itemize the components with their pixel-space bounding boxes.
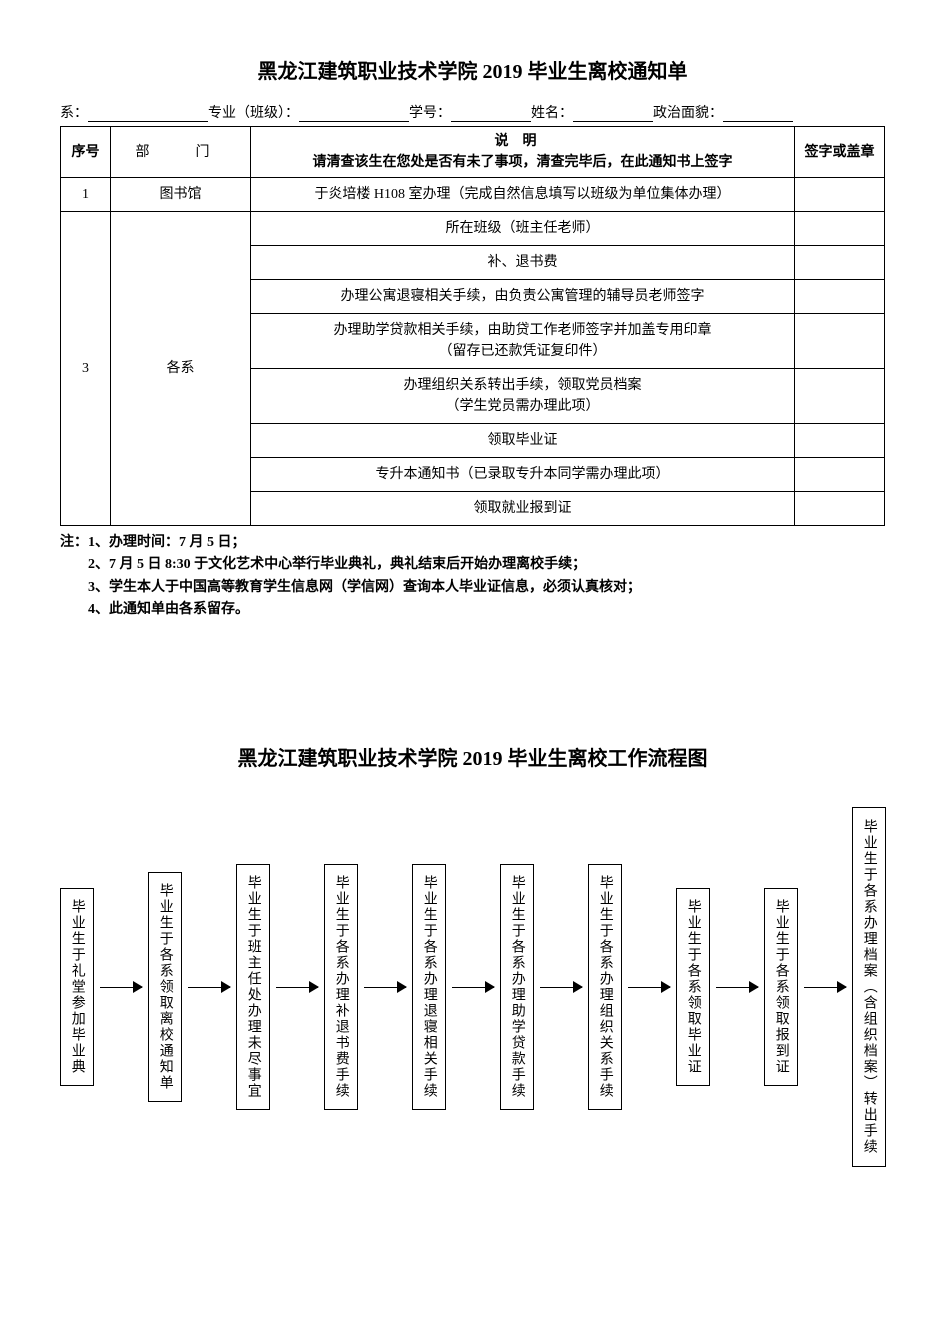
notes-prefix: 注： bbox=[60, 532, 88, 554]
note-line: 2、7 月 5 日 8:30 于文化艺术中心举行毕业典礼，典礼结束后开始办理离校… bbox=[88, 554, 586, 576]
note-line: 4、此通知单由各系留存。 bbox=[88, 599, 249, 621]
th-desc-line1: 说明 bbox=[259, 131, 786, 152]
flow-node: 毕业生于各系办理档案︵含组织档案︶转出手续 bbox=[852, 807, 886, 1167]
th-sign: 签字或盖章 bbox=[795, 127, 885, 178]
arrow-icon bbox=[540, 981, 582, 993]
form-line: 系： 专业（班级）： 学号： 姓名： 政治面貌： bbox=[60, 102, 885, 122]
arrow-icon bbox=[716, 981, 758, 993]
arrow-icon bbox=[804, 981, 846, 993]
note-line: 3、学生本人于中国高等教育学生信息网（学信网）查询本人毕业证信息，必须认真核对； bbox=[88, 577, 641, 599]
cell-desc: 办理助学贷款相关手续，由助贷工作老师签字并加盖专用印章（留存已还款凭证复印件） bbox=[251, 314, 795, 369]
flow-node-text: 毕业生于各系领取报到证 bbox=[773, 899, 788, 1075]
flow-node-text: 毕业生于各系办理补退书费手续 bbox=[333, 875, 348, 1099]
arrow-icon bbox=[628, 981, 670, 993]
flow-node: 毕业生于各系办理补退书费手续 bbox=[324, 864, 358, 1110]
flow-node-text: 毕业生于各系办理档案︵含组织档案︶转出手续 bbox=[861, 819, 876, 1155]
table-header-row: 序号 部 门 说明 请清查该生在您处是否有未了事项，清查完毕后，在此通知书上签字… bbox=[61, 127, 885, 178]
cell-sign bbox=[795, 492, 885, 526]
flow-node-text: 毕业生于各系办理退寝相关手续 bbox=[421, 875, 436, 1099]
cell-sign bbox=[795, 314, 885, 369]
cell-sign bbox=[795, 458, 885, 492]
flow-node-text: 毕业生于各系领取毕业证 bbox=[685, 899, 700, 1075]
th-seq: 序号 bbox=[61, 127, 111, 178]
cell-dept: 各系 bbox=[111, 212, 251, 526]
arrow-icon bbox=[100, 981, 142, 993]
blank-dept bbox=[88, 102, 208, 122]
cell-sign bbox=[795, 424, 885, 458]
cell-desc: 办理组织关系转出手续，领取党员档案（学生党员需办理此项） bbox=[251, 369, 795, 424]
note-line: 1、办理时间：7 月 5 日； bbox=[88, 532, 246, 554]
label-id: 学号： bbox=[409, 102, 451, 122]
cell-desc: 办理公寓退寝相关手续，由负责公寓管理的辅导员老师签字 bbox=[251, 280, 795, 314]
th-desc: 说明 请清查该生在您处是否有未了事项，清查完毕后，在此通知书上签字 bbox=[251, 127, 795, 178]
cell-seq: 3 bbox=[61, 212, 111, 526]
cell-dept: 图书馆 bbox=[111, 178, 251, 212]
flow-node-text: 毕业生于各系领取离校通知单 bbox=[157, 883, 172, 1091]
cell-sign bbox=[795, 178, 885, 212]
flow-node: 毕业生于礼堂参加毕业典 bbox=[60, 888, 94, 1086]
arrow-icon bbox=[364, 981, 406, 993]
flow-node: 毕业生于各系办理组织关系手续 bbox=[588, 864, 622, 1110]
arrow-icon bbox=[188, 981, 230, 993]
cell-desc: 领取就业报到证 bbox=[251, 492, 795, 526]
flow-title: 黑龙江建筑职业技术学院 2019 毕业生离校工作流程图 bbox=[60, 742, 885, 771]
flow-node-text: 毕业生于各系办理助学贷款手续 bbox=[509, 875, 524, 1099]
cell-sign bbox=[795, 246, 885, 280]
cell-desc: 所在班级（班主任老师） bbox=[251, 212, 795, 246]
label-major: 专业（班级）： bbox=[208, 102, 299, 122]
cell-sign bbox=[795, 369, 885, 424]
cell-desc: 于炎培楼 H108 室办理（完成自然信息填写以班级为单位集体办理） bbox=[251, 178, 795, 212]
main-table: 序号 部 门 说明 请清查该生在您处是否有未了事项，清查完毕后，在此通知书上签字… bbox=[60, 126, 885, 526]
flow-node: 毕业生于各系领取离校通知单 bbox=[148, 872, 182, 1102]
th-desc-line2: 请清查该生在您处是否有未了事项，清查完毕后，在此通知书上签字 bbox=[259, 152, 786, 173]
flow-section: 黑龙江建筑职业技术学院 2019 毕业生离校工作流程图 毕业生于礼堂参加毕业典 … bbox=[60, 742, 885, 1167]
blank-politics bbox=[723, 102, 793, 122]
label-name: 姓名： bbox=[531, 102, 573, 122]
table-row: 1 图书馆 于炎培楼 H108 室办理（完成自然信息填写以班级为单位集体办理） bbox=[61, 178, 885, 212]
cell-desc: 专升本通知书（已录取专升本同学需办理此项） bbox=[251, 458, 795, 492]
table-row: 3 各系 所在班级（班主任老师） bbox=[61, 212, 885, 246]
flow-node: 毕业生于班主任处办理未尽事宜 bbox=[236, 864, 270, 1110]
flowchart: 毕业生于礼堂参加毕业典 毕业生于各系领取离校通知单 毕业生于班主任处办理未尽事宜… bbox=[60, 807, 885, 1167]
cell-sign bbox=[795, 212, 885, 246]
page-title: 黑龙江建筑职业技术学院 2019 毕业生离校通知单 bbox=[60, 55, 885, 84]
flow-node: 毕业生于各系办理退寝相关手续 bbox=[412, 864, 446, 1110]
blank-id bbox=[451, 102, 531, 122]
blank-name bbox=[573, 102, 653, 122]
flow-node: 毕业生于各系领取报到证 bbox=[764, 888, 798, 1086]
arrow-icon bbox=[276, 981, 318, 993]
arrow-icon bbox=[452, 981, 494, 993]
notes: 注： 1、办理时间：7 月 5 日； 2、7 月 5 日 8:30 于文化艺术中… bbox=[60, 532, 885, 622]
cell-sign bbox=[795, 280, 885, 314]
label-politics: 政治面貌： bbox=[653, 102, 723, 122]
flow-node-text: 毕业生于礼堂参加毕业典 bbox=[69, 899, 84, 1075]
flow-node-text: 毕业生于各系办理组织关系手续 bbox=[597, 875, 612, 1099]
flow-node: 毕业生于各系领取毕业证 bbox=[676, 888, 710, 1086]
cell-desc: 领取毕业证 bbox=[251, 424, 795, 458]
cell-seq: 1 bbox=[61, 178, 111, 212]
flow-node-text: 毕业生于班主任处办理未尽事宜 bbox=[245, 875, 260, 1099]
flow-node: 毕业生于各系办理助学贷款手续 bbox=[500, 864, 534, 1110]
blank-major bbox=[299, 102, 409, 122]
label-dept: 系： bbox=[60, 102, 88, 122]
th-dept: 部 门 bbox=[111, 127, 251, 178]
cell-desc: 补、退书费 bbox=[251, 246, 795, 280]
